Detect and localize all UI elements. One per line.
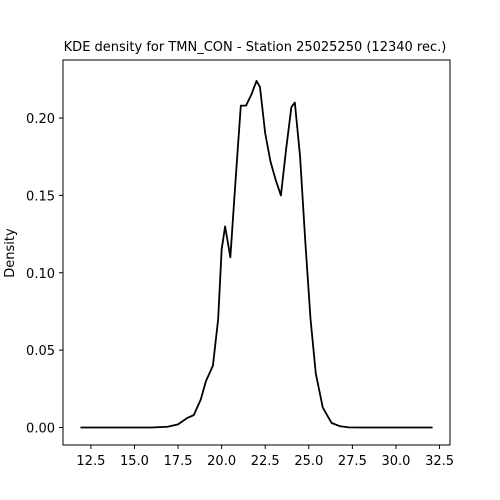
chart-title: KDE density for TMN_CON - Station 250252… — [64, 40, 447, 55]
y-tick-label: 0.05 — [26, 344, 55, 359]
y-tick-label: 0.15 — [26, 189, 55, 204]
y-axis: 0.00 0.05 0.10 0.15 0.20 — [26, 112, 63, 437]
x-tick-label: 22.5 — [251, 454, 280, 469]
density-line-tmn-con — [80, 79, 433, 429]
x-tick-label: 12.5 — [76, 454, 105, 469]
y-tick-label: 0.00 — [26, 422, 55, 437]
x-axis: 12.5 15.0 17.5 20.0 22.5 25.0 27.5 30.0 32.5 — [76, 445, 454, 469]
x-tick-label: 32.5 — [425, 454, 454, 469]
x-tick-label: 15.0 — [120, 454, 149, 469]
x-tick-label: 30.0 — [381, 454, 410, 469]
x-tick-label: 20.0 — [207, 454, 236, 469]
x-tick-label: 17.5 — [164, 454, 193, 469]
x-tick-label: 27.5 — [338, 454, 367, 469]
x-tick-label: 25.0 — [294, 454, 323, 469]
plot-area — [80, 79, 433, 429]
y-axis-label: Density — [3, 228, 18, 278]
y-tick-label: 0.20 — [26, 112, 55, 127]
axes-frame — [62, 59, 451, 446]
y-tick-label: 0.10 — [26, 267, 55, 282]
